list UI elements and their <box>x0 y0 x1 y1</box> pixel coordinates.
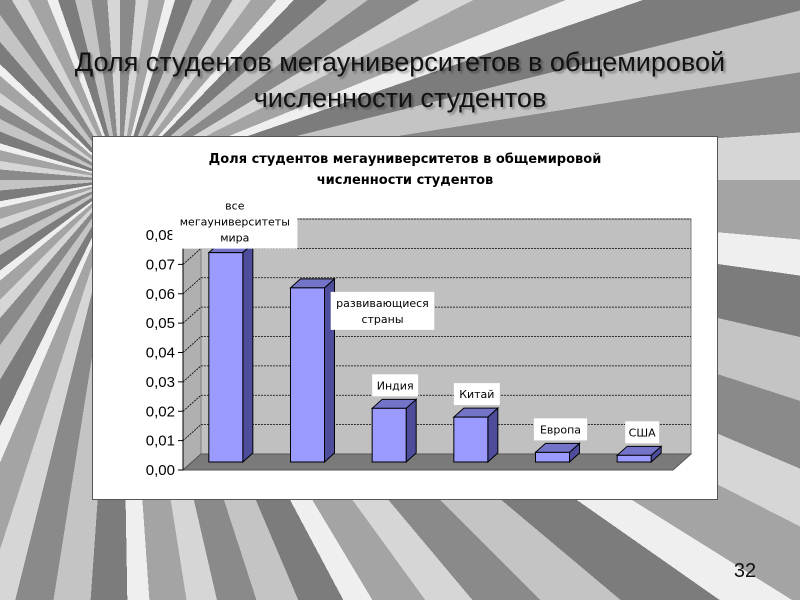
data-label-box <box>172 194 298 249</box>
data-label-box <box>372 374 419 397</box>
gridline <box>182 394 691 412</box>
data-label: США <box>629 426 656 439</box>
slide-title: Доля студентов мегауниверситетов в общем… <box>0 44 800 116</box>
data-label: Индия <box>377 379 414 392</box>
floor <box>181 453 693 471</box>
data-label: мира <box>220 232 249 245</box>
y-tick-label: 0,07 <box>146 256 175 273</box>
bar <box>290 287 325 463</box>
bar-side <box>242 242 254 464</box>
data-label-box <box>330 291 435 330</box>
chart-frame: Доля студентов мегауниверситетов в общем… <box>92 136 718 500</box>
chart-title-line2: численности студентов <box>317 173 494 188</box>
y-tick-label: 0,06 <box>146 286 175 303</box>
bar <box>535 451 570 463</box>
gridline <box>182 306 691 324</box>
data-label-box <box>453 383 500 406</box>
bar <box>453 416 489 463</box>
slide-title-line2: численности студентов <box>253 83 547 113</box>
y-tick-label: 0,05 <box>146 315 175 332</box>
y-tick-label: 0,02 <box>146 403 175 420</box>
data-label-box <box>533 418 588 441</box>
bar <box>616 454 652 463</box>
gridline <box>182 424 691 441</box>
data-label: мегауниверситеты <box>180 216 290 229</box>
data-label-box <box>625 421 660 444</box>
y-tick-label: 0,08 <box>146 227 175 244</box>
gridline <box>182 365 691 383</box>
y-tick-label: 0,01 <box>146 433 175 450</box>
chart-title-line1: Доля студентов мегауниверситетов в общем… <box>209 152 602 167</box>
slide-title-line1: Доля студентов мегауниверситетов в общем… <box>74 47 726 77</box>
data-label: развивающиеся <box>336 297 429 310</box>
data-label: все <box>225 200 245 213</box>
y-tick-label: 0,00 <box>146 462 175 479</box>
y-tick-label: 0,03 <box>146 374 175 391</box>
bar-side <box>405 398 417 464</box>
data-label: страны <box>361 313 403 326</box>
page-number: 32 <box>733 560 757 582</box>
bar <box>371 407 407 463</box>
bar-chart: Доля студентов мегауниверситетов в общем… <box>146 152 693 479</box>
gridline <box>182 336 691 353</box>
gridline <box>182 277 691 295</box>
data-label: Китай <box>459 388 494 401</box>
data-label: Европа <box>540 423 581 436</box>
bar <box>208 252 244 463</box>
y-tick-label: 0,04 <box>146 345 175 362</box>
